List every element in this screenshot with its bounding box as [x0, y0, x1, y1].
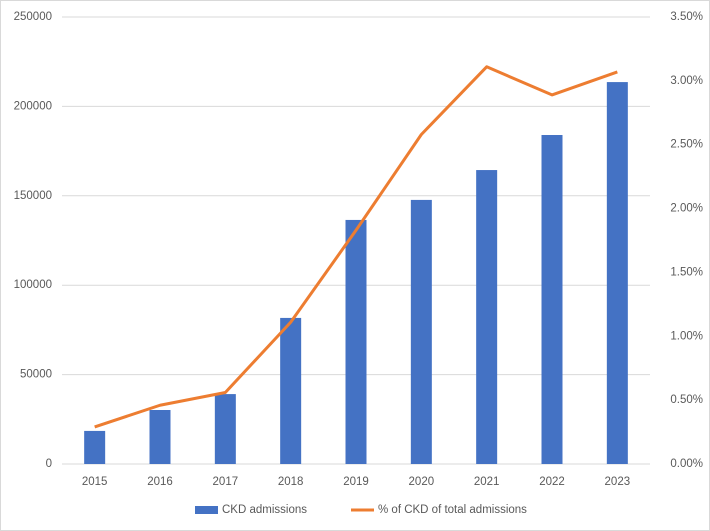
legend-swatch — [195, 506, 218, 514]
y-tick-label: 200000 — [14, 100, 52, 112]
x-tick-label: 2023 — [605, 476, 631, 488]
y-tick-label: 150000 — [14, 190, 52, 202]
y-tick-label: 250000 — [14, 11, 52, 23]
x-tick-label: 2021 — [474, 476, 500, 488]
y2-tick-label: 0.50% — [670, 394, 703, 406]
y-tick-label: 0 — [46, 458, 52, 470]
bar — [476, 170, 498, 464]
bar — [606, 82, 628, 465]
x-tick-label: 2016 — [147, 476, 173, 488]
x-tick-label: 2017 — [213, 476, 239, 488]
bar — [149, 410, 171, 464]
y2-tick-label: 3.00% — [670, 75, 703, 87]
bar — [410, 199, 432, 464]
x-tick-label: 2015 — [82, 476, 108, 488]
y2-tick-label: 2.50% — [670, 139, 703, 151]
bar — [214, 394, 236, 464]
y2-tick-label: 0.00% — [670, 458, 703, 470]
bar — [84, 430, 106, 464]
legend-label: % of CKD of total admissions — [378, 504, 527, 516]
line — [94, 65, 618, 429]
x-tick-label: 2018 — [278, 476, 304, 488]
y2-tick-label: 3.50% — [670, 11, 703, 23]
y2-tick-label: 2.00% — [670, 203, 703, 215]
bar — [345, 219, 367, 464]
bar — [280, 317, 302, 464]
x-tick-label: 2019 — [343, 476, 369, 488]
x-tick-label: 2022 — [539, 476, 565, 488]
y-tick-label: 100000 — [14, 279, 52, 291]
bar — [541, 135, 563, 464]
legend-label: CKD admissions — [222, 504, 307, 516]
y2-tick-label: 1.00% — [670, 330, 703, 342]
y2-tick-label: 1.50% — [670, 266, 703, 278]
y-tick-label: 50000 — [20, 369, 52, 381]
x-tick-label: 2020 — [409, 476, 435, 488]
